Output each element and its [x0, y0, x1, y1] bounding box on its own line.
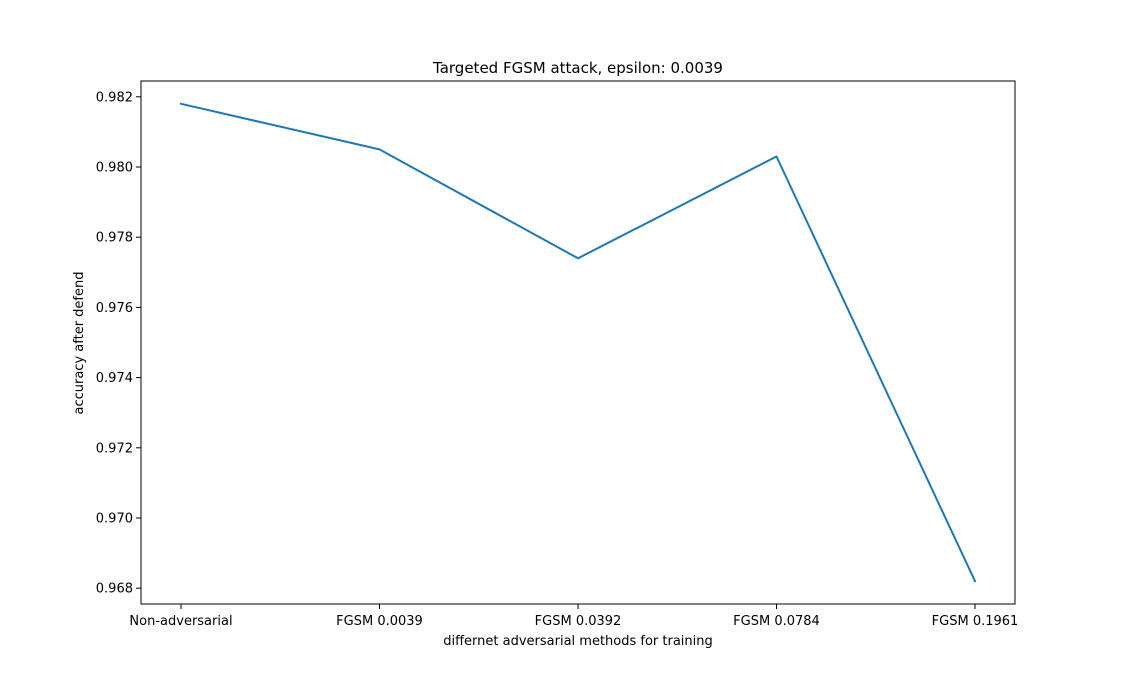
x-axis-label: differnet adversarial methods for traini… — [443, 634, 713, 649]
x-tick-label: Non-adversarial — [129, 614, 232, 629]
y-tick-label: 0.974 — [96, 371, 133, 386]
y-axis-ticks: 0.968 0.970 0.972 0.974 0.976 0.978 0.980 0.982 — [96, 90, 141, 597]
y-axis-label: accuracy after defend — [72, 272, 87, 415]
x-tick-label: FGSM 0.0039 — [336, 614, 423, 629]
plot-frame — [140, 80, 1016, 605]
x-axis-ticks: Non-adversarial FGSM 0.0039 FGSM 0.0392 FGS… — [129, 604, 1018, 629]
y-tick-label: 0.968 — [96, 582, 133, 597]
series-line — [179, 102, 977, 583]
plot-area — [141, 81, 1015, 604]
x-tick-label: FGSM 0.0392 — [535, 614, 622, 629]
x-tick-label: FGSM 0.1961 — [932, 614, 1019, 629]
y-tick-label: 0.982 — [96, 90, 133, 105]
chart-title: Targeted FGSM attack, epsilon: 0.0039 — [432, 59, 723, 77]
y-tick-label: 0.980 — [96, 160, 133, 175]
y-tick-label: 0.976 — [96, 301, 133, 316]
y-tick-label: 0.978 — [96, 231, 133, 246]
x-tick-label: FGSM 0.0784 — [733, 614, 820, 629]
y-tick-label: 0.970 — [96, 512, 133, 527]
y-tick-label: 0.972 — [96, 441, 133, 456]
